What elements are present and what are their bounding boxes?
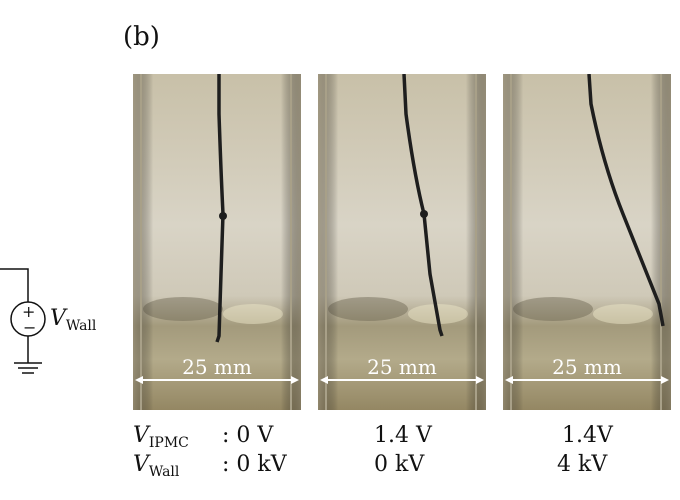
wall-value-3: 4 kV [557, 452, 608, 477]
wall-value-2: 0 kV [374, 452, 425, 477]
ipmc-strip [215, 74, 225, 343]
panel-label: (b) [123, 22, 160, 52]
ipmc-value-3: 1.4V [562, 423, 613, 448]
ipmc-row-label: VIPMC [133, 423, 189, 451]
wall-row-label: VWall [133, 452, 180, 480]
ipmc-strip [587, 74, 665, 327]
minus-sign: − [23, 318, 36, 337]
ground-icon [14, 362, 42, 374]
ipmc-value-2: 1.4 V [374, 423, 432, 448]
plus-sign: + [22, 302, 35, 321]
photo-panel-2: 25 mm [318, 74, 486, 410]
photo-panel-3: 25 mm [503, 74, 671, 410]
vwall-source-label: VWall [50, 306, 97, 334]
photo-panel-1: 25 mm [133, 74, 301, 410]
ipmc-strip [402, 74, 444, 337]
scale-bar-label: 25 mm [367, 355, 437, 379]
scale-bar-label: 25 mm [182, 355, 252, 379]
scale-bar-label: 25 mm [552, 355, 622, 379]
ipmc-value-1: : 0 V [222, 423, 274, 448]
wall-voltage-source-circuit: + − [0, 255, 60, 384]
wall-value-1: : 0 kV [222, 452, 287, 477]
